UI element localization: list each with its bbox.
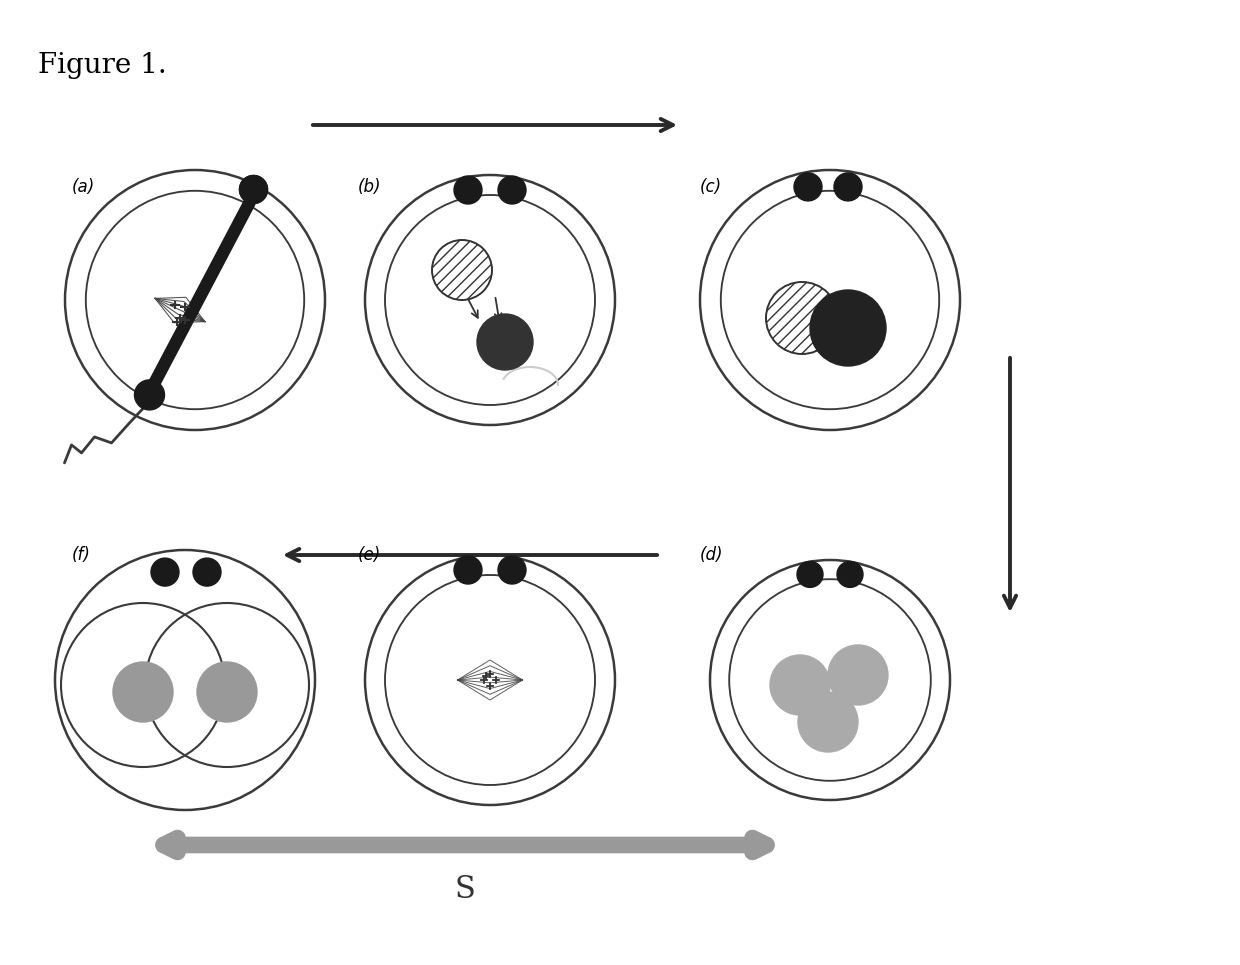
Circle shape [828,645,888,705]
Circle shape [810,290,887,366]
Circle shape [770,655,830,715]
Circle shape [454,176,482,204]
Circle shape [794,173,822,201]
Circle shape [797,562,823,588]
Circle shape [239,176,268,204]
Ellipse shape [64,170,325,430]
Text: (b): (b) [358,178,382,196]
Circle shape [477,314,533,370]
Circle shape [55,550,315,810]
Circle shape [837,562,863,588]
Text: (f): (f) [72,546,91,564]
Text: (a): (a) [72,178,95,196]
Circle shape [454,556,482,584]
Circle shape [498,176,526,204]
Circle shape [197,662,257,722]
Ellipse shape [711,560,950,800]
Text: S: S [455,874,475,905]
Circle shape [193,558,221,586]
Text: (c): (c) [701,178,722,196]
Circle shape [432,240,492,300]
Ellipse shape [365,555,615,805]
Circle shape [799,692,858,752]
Ellipse shape [365,175,615,425]
Circle shape [113,662,174,722]
Circle shape [766,282,838,354]
Circle shape [134,380,165,410]
Circle shape [498,556,526,584]
Text: Figure 1.: Figure 1. [38,52,166,79]
Circle shape [239,176,268,204]
Text: (e): (e) [358,546,381,564]
Circle shape [151,558,179,586]
Text: (d): (d) [701,546,723,564]
Ellipse shape [701,170,960,430]
Circle shape [835,173,862,201]
